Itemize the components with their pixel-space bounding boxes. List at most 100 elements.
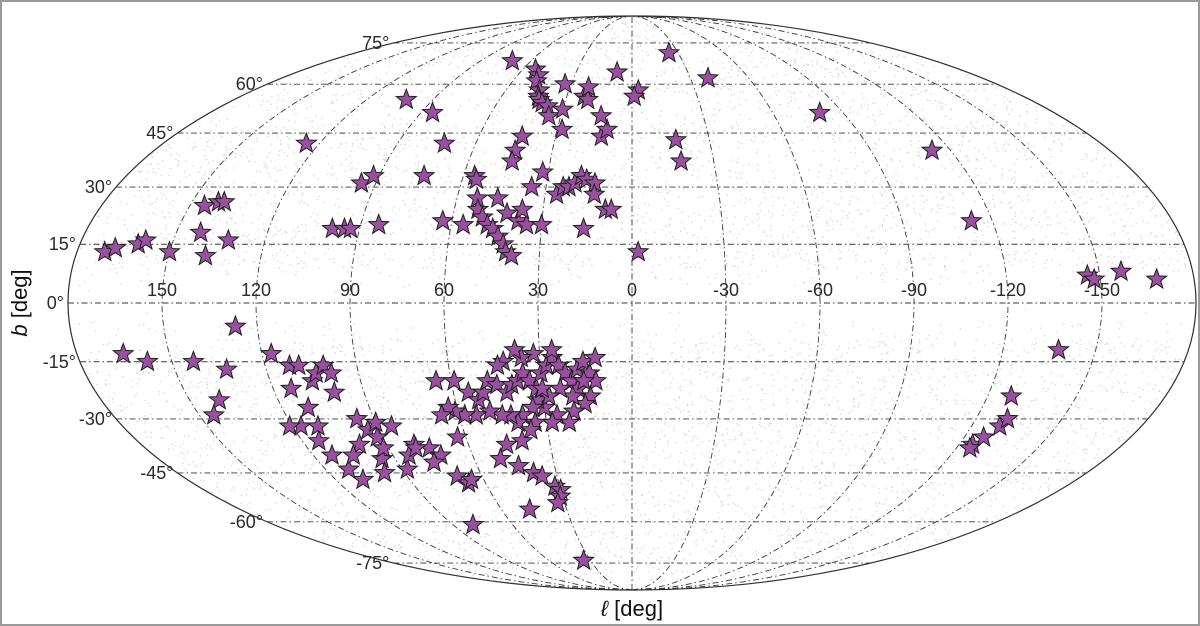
star-marker bbox=[537, 104, 561, 126]
star-marker bbox=[412, 164, 436, 186]
star-marker bbox=[111, 342, 135, 364]
star-marker bbox=[518, 497, 542, 520]
star-marker bbox=[520, 175, 544, 197]
star-marker bbox=[478, 399, 502, 422]
star-marker bbox=[217, 228, 240, 251]
star-marker bbox=[599, 197, 623, 220]
star-marker bbox=[500, 149, 524, 172]
star-marker bbox=[519, 418, 543, 440]
lon-tick-label: -30 bbox=[713, 280, 739, 300]
star-marker bbox=[320, 443, 344, 466]
star-marker bbox=[525, 69, 548, 91]
star-marker bbox=[451, 212, 475, 235]
star-marker bbox=[339, 216, 362, 239]
lon-tick-label: 120 bbox=[241, 280, 271, 300]
star-marker bbox=[362, 164, 385, 186]
star-marker bbox=[422, 450, 446, 473]
star-marker bbox=[503, 338, 526, 360]
lat-tick-label: 75° bbox=[362, 33, 389, 53]
star-marker bbox=[279, 376, 303, 399]
star-marker bbox=[530, 212, 553, 235]
star-marker bbox=[337, 457, 361, 480]
star-marker bbox=[495, 432, 518, 455]
star-marker bbox=[530, 464, 554, 487]
star-marker bbox=[471, 380, 495, 403]
lat-tick-label: -60° bbox=[230, 512, 263, 532]
star-marker bbox=[442, 369, 466, 391]
lat-tick-label: 0° bbox=[47, 293, 64, 313]
star-marker bbox=[572, 369, 596, 391]
star-marker bbox=[365, 425, 389, 448]
star-marker bbox=[595, 117, 619, 140]
star-marker bbox=[136, 349, 159, 372]
grid-meridian bbox=[161, 16, 633, 590]
star-marker bbox=[1145, 267, 1168, 290]
star-marker bbox=[669, 149, 693, 172]
star-marker bbox=[259, 342, 283, 364]
star-marker bbox=[507, 454, 530, 476]
lon-tick-label: -120 bbox=[990, 280, 1026, 300]
star-marker bbox=[501, 49, 524, 71]
star-marker bbox=[546, 491, 570, 513]
star-marker bbox=[461, 512, 485, 535]
lat-tick-label: 60° bbox=[236, 74, 263, 94]
star-marker bbox=[202, 403, 226, 425]
star-marker bbox=[1109, 259, 1133, 282]
star-marker bbox=[503, 138, 527, 161]
star-marker bbox=[589, 104, 613, 126]
star-marker bbox=[622, 84, 646, 107]
star-marker bbox=[530, 91, 554, 113]
star-marker bbox=[626, 240, 650, 262]
star-marker bbox=[808, 100, 832, 123]
star-marker bbox=[287, 353, 311, 376]
star-marker bbox=[959, 209, 983, 231]
star-marker bbox=[664, 128, 688, 150]
star-marker bbox=[475, 369, 499, 391]
star-marker bbox=[134, 228, 158, 251]
star-marker bbox=[920, 138, 944, 161]
star-marker bbox=[572, 548, 596, 571]
star-marker bbox=[433, 131, 456, 154]
star-marker bbox=[158, 240, 181, 262]
lon-tick-label: 30 bbox=[528, 280, 548, 300]
star-marker bbox=[1082, 267, 1106, 290]
star-marker bbox=[605, 60, 629, 82]
lon-tick-label: 60 bbox=[434, 280, 454, 300]
star-marker bbox=[296, 395, 320, 418]
grid-meridian bbox=[631, 16, 1103, 590]
star-marker bbox=[531, 160, 555, 182]
star-marker bbox=[322, 380, 346, 403]
star-marker bbox=[430, 403, 454, 425]
lat-tick-label: 45° bbox=[146, 123, 173, 143]
star-marker bbox=[295, 131, 318, 154]
grid-meridian bbox=[349, 16, 633, 590]
star-marker bbox=[306, 414, 330, 437]
star-marker bbox=[972, 425, 995, 448]
star-marker bbox=[495, 201, 519, 224]
star-marker bbox=[319, 361, 343, 384]
star-marker bbox=[103, 236, 127, 258]
star-marker bbox=[421, 100, 444, 123]
star-markers bbox=[93, 41, 1168, 571]
star-marker bbox=[351, 467, 375, 490]
star-marker bbox=[215, 357, 238, 380]
x-axis-label: ℓ [deg] bbox=[600, 596, 663, 621]
lat-tick-label: 15° bbox=[49, 234, 76, 254]
star-marker bbox=[486, 186, 510, 208]
longitude-tick-labels: 150 120 90 60 30 0 -30 -60 -90 -120 -150 bbox=[147, 280, 1120, 300]
star-marker bbox=[486, 353, 509, 376]
star-marker bbox=[530, 376, 554, 399]
latitude-tick-labels: 75° 60° 45° 30° 15° 0° -15° -30° -45° -60° -75° bbox=[43, 33, 390, 573]
star-marker bbox=[489, 447, 512, 469]
grid-meridian bbox=[631, 16, 821, 590]
star-marker bbox=[372, 436, 395, 458]
star-marker bbox=[404, 436, 428, 458]
lat-tick-label: -15° bbox=[43, 352, 76, 372]
star-marker bbox=[396, 457, 419, 480]
star-marker bbox=[224, 314, 247, 337]
star-marker bbox=[510, 429, 534, 451]
lon-tick-label: 0 bbox=[627, 280, 637, 300]
grid-meridian bbox=[443, 16, 633, 590]
star-marker bbox=[553, 72, 577, 94]
